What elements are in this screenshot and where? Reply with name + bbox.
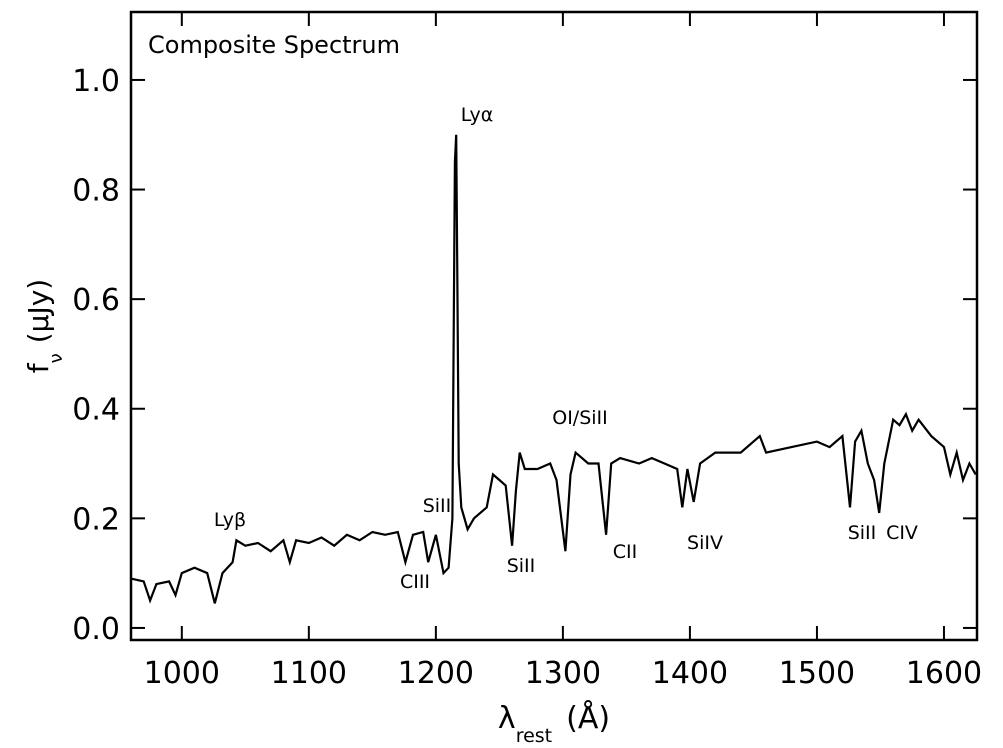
plot-frame <box>129 10 979 642</box>
spectrum-line <box>130 134 977 604</box>
y-label-subscript: ν <box>46 353 67 363</box>
x-axis-label: λrest (Å) <box>498 700 610 747</box>
y-tick-label: 0.4 <box>72 393 120 428</box>
x-tick-label: 1200 <box>398 656 474 691</box>
line-annotation: CIV <box>886 522 918 544</box>
line-annotation: SiII <box>848 522 877 544</box>
x-tick-label: 1400 <box>652 656 728 691</box>
line-annotation: CII <box>613 541 637 563</box>
x-label-unit: (Å) <box>566 700 610 736</box>
line-annotation: Lyβ <box>214 509 246 531</box>
x-tick-label: 1500 <box>779 656 855 691</box>
y-label-symbol: f <box>22 362 55 373</box>
y-tick-label: 0.0 <box>72 612 120 647</box>
line-annotation: SiII <box>507 555 536 577</box>
x-label-symbol: λ <box>498 701 516 736</box>
x-tick-label: 1000 <box>144 656 220 691</box>
y-label-unit: (μJy) <box>22 279 55 344</box>
y-tick-label: 1.0 <box>72 64 120 99</box>
x-label-subscript: rest <box>516 725 552 747</box>
x-tick-label: 1300 <box>525 656 601 691</box>
y-tick-label: 0.8 <box>72 174 120 209</box>
y-tick-label: 0.6 <box>72 283 120 318</box>
x-tick-label: 1600 <box>906 656 982 691</box>
line-annotation: SiIV <box>687 532 723 554</box>
line-annotation: OI/SiII <box>552 407 608 429</box>
x-tick-label: 1100 <box>271 656 347 691</box>
chart-title: Composite Spectrum <box>148 31 400 59</box>
line-annotation: SiII <box>423 495 452 517</box>
line-annotation: CIII <box>400 571 430 593</box>
line-annotation: Lyα <box>461 104 494 126</box>
y-tick-label: 0.2 <box>72 502 120 537</box>
y-axis-label: fν (μJy) <box>22 279 67 373</box>
